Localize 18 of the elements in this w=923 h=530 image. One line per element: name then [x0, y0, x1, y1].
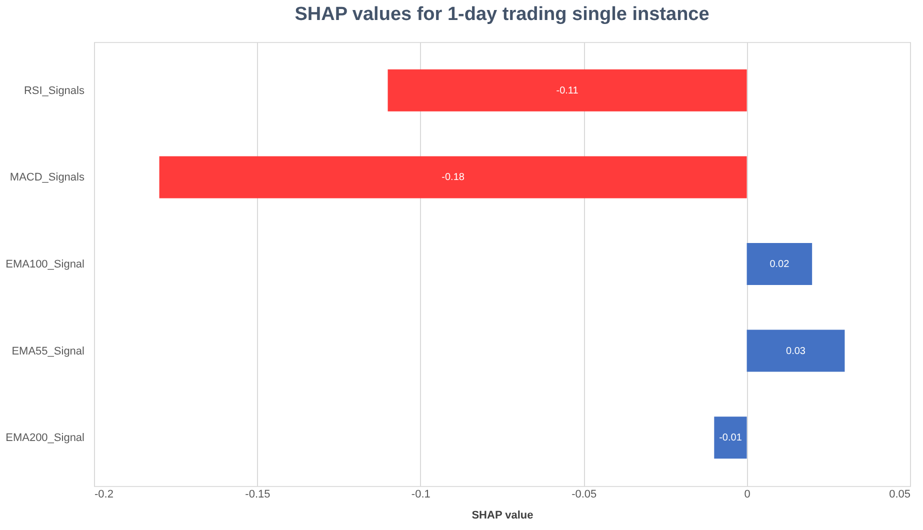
y-tick-label: EMA100_Signal: [6, 258, 84, 270]
data-label: -0.18: [442, 172, 465, 184]
data-label: -0.11: [556, 85, 579, 96]
x-tick-label: -0.2: [94, 488, 114, 500]
data-label: 0.03: [786, 346, 806, 357]
y-tick-label: RSI_Signals: [24, 84, 85, 97]
x-tick-label: 0.05: [889, 488, 910, 500]
x-tick-label: -0.1: [411, 488, 430, 500]
data-label: -0.01: [719, 432, 742, 444]
chart-title: SHAP values for 1-day trading single instance: [294, 4, 710, 25]
x-axis-title: SHAP value: [472, 510, 534, 522]
x-tick-label: -0.05: [572, 488, 597, 500]
y-tick-label: MACD_Signals: [10, 172, 85, 184]
y-tick-label: EMA200_Signal: [6, 432, 84, 444]
y-tick-label: EMA55_Signal: [12, 345, 84, 358]
x-tick-label: -0.15: [245, 488, 270, 500]
x-tick-label: 0: [744, 488, 750, 500]
data-label: 0.02: [770, 259, 790, 270]
